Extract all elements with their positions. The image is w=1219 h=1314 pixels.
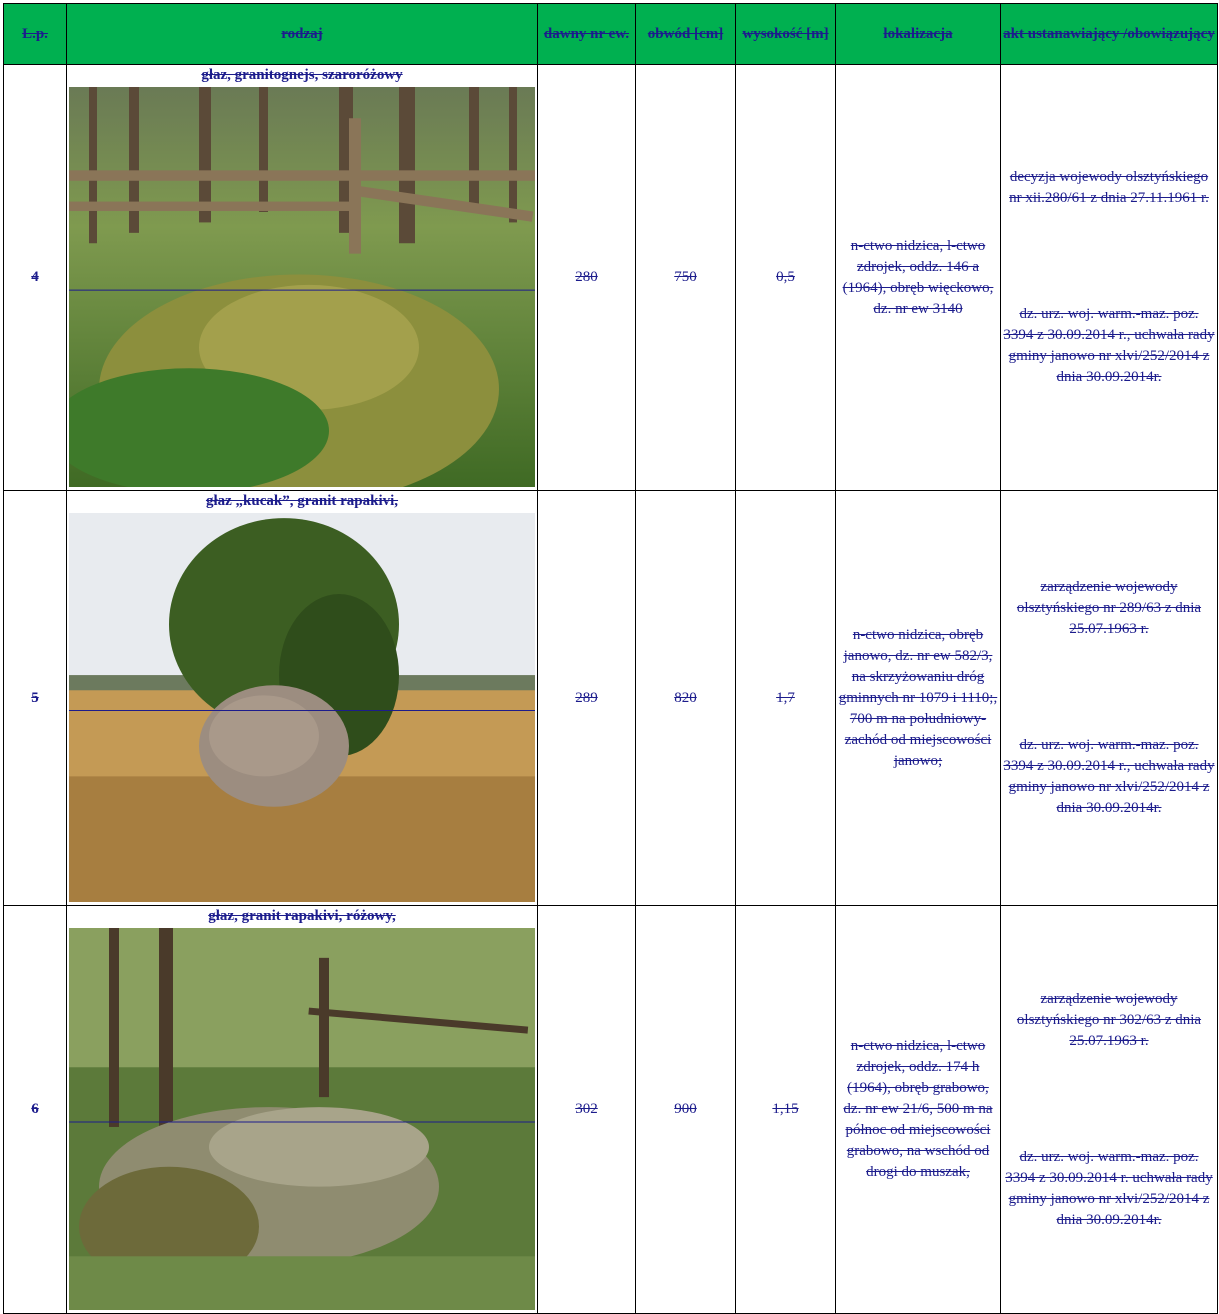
old-number: 280	[537, 64, 636, 491]
photo	[69, 513, 535, 902]
row-number: 6	[3, 905, 67, 1314]
legal-act-text: dz. urz. woj. warm.-maz. poz. 3394 z 30.…	[1003, 306, 1215, 385]
legal-act: zarządzenie wojewody olsztyńskiego nr 28…	[1000, 490, 1218, 906]
legal-act-text: dz. urz. woj. warm.-maz. poz. 3394 z 30.…	[1003, 737, 1215, 816]
height: 1,7	[735, 490, 836, 906]
column-header: L.p.	[3, 3, 67, 65]
location-text: n-ctwo nidzica, l-ctwo zdrojek, oddz. 14…	[842, 237, 994, 317]
legal-act-text: decyzja wojewody olsztyńskiego nr xii.28…	[1009, 169, 1209, 206]
legal-act-text: zarządzenie wojewody olsztyńskiego nr 28…	[1016, 579, 1202, 637]
header-row: L.p. rodzaj dawny nr ew. obwód [cm] wysokość…	[3, 3, 1218, 65]
column-header: wysokość [m]	[735, 3, 836, 65]
legal-act: zarządzenie wojewody olsztyńskiego nr 30…	[1000, 905, 1218, 1314]
photo	[69, 928, 535, 1310]
type-text: głaz, granit rapakivi, różowy,	[208, 908, 396, 924]
old-number: 302	[537, 905, 636, 1314]
type-cell: głaz „kucak”, granit rapakivi,	[66, 490, 538, 906]
old-number: 289	[537, 490, 636, 906]
location: n-ctwo nidzica, l-ctwo zdrojek, oddz. 14…	[835, 64, 1001, 491]
location: n-ctwo nidzica, l-ctwo zdrojek, oddz. 17…	[835, 905, 1001, 1314]
table-row: 5 głaz „kucak”, granit rapakivi, 289 820 1,…	[3, 490, 1218, 906]
table-row: 6 głaz, granit rapakivi, różowy, 302 900 1,…	[3, 905, 1218, 1314]
height: 0,5	[735, 64, 836, 491]
column-header: lokalizacja	[835, 3, 1001, 65]
location-text: na skrzyżowaniu dróg gminnych nr 1079 i …	[838, 668, 998, 769]
circumference: 820	[635, 490, 736, 906]
location: n-ctwo nidzica, obręb janowo, dz. nr ew …	[835, 490, 1001, 906]
legal-act-text: dz. urz. woj. warm.-maz. poz. 3394 z 30.…	[1005, 1148, 1213, 1228]
legal-act: decyzja wojewody olsztyńskiego nr xii.28…	[1000, 64, 1218, 491]
location-text: n-ctwo nidzica, l-ctwo zdrojek, oddz. 17…	[843, 1038, 993, 1180]
type-cell: głaz, granit rapakivi, różowy,	[66, 905, 538, 1314]
photo	[69, 87, 535, 487]
column-header: akt ustanawiający /obowiązujący	[1000, 3, 1218, 65]
type-text: głaz, granitognejs, szaroróżowy	[201, 67, 403, 83]
column-header: obwód [cm]	[635, 3, 736, 65]
table-row: 4 głaz, granitognejs, szaroróżowy 280 750 0…	[3, 64, 1218, 491]
row-number: 5	[3, 490, 67, 906]
type-text: głaz „kucak”, granit rapakivi,	[205, 493, 399, 509]
column-header: rodzaj	[66, 3, 538, 65]
circumference: 900	[635, 905, 736, 1314]
column-header: dawny nr ew.	[537, 3, 636, 65]
legal-act-text: zarządzenie wojewody olsztyńskiego nr 30…	[1016, 990, 1202, 1049]
type-cell: głaz, granitognejs, szaroróżowy	[66, 64, 538, 491]
table-body: 4 głaz, granitognejs, szaroróżowy 280 750 0…	[3, 64, 1218, 1314]
location-text: n-ctwo nidzica, obręb janowo, dz. nr ew …	[843, 626, 993, 664]
circumference: 750	[635, 64, 736, 491]
height: 1,15	[735, 905, 836, 1314]
row-number: 4	[3, 64, 67, 491]
monument-table: L.p. rodzaj dawny nr ew. obwód [cm] wysokość…	[3, 3, 1218, 1314]
